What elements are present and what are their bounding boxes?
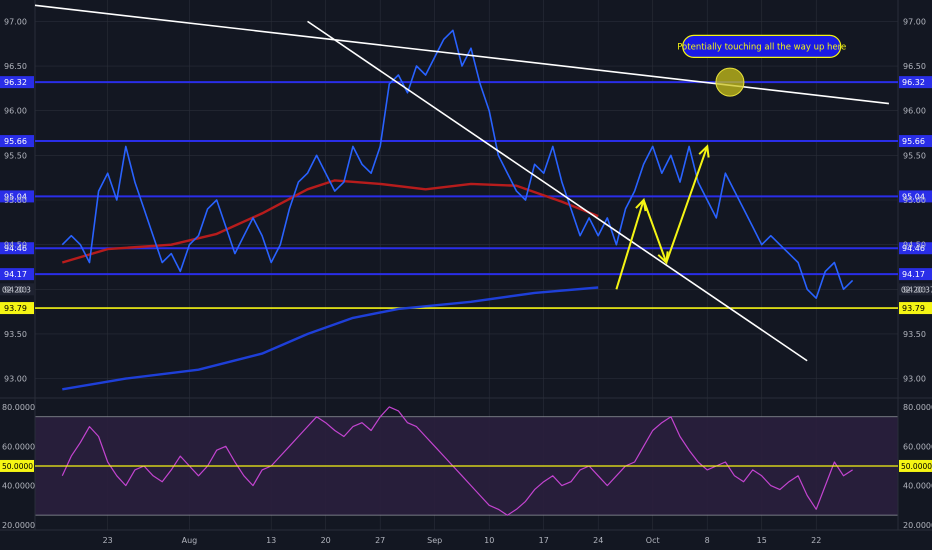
y-tick-label-right: 94.50 [903,241,926,250]
y-tick-label-left: 94.50 [4,241,27,250]
level-label-right: 93.79 [902,304,925,313]
x-tick-label: Sep [427,536,442,545]
last-price-tag-right [899,283,932,296]
trendline [34,4,890,105]
level-tag-right [899,135,932,148]
x-tick-label: Aug [182,536,198,545]
level-label-left: 96.32 [4,78,27,87]
x-tick-label: 24 [593,536,603,545]
level-tag-left [0,76,34,89]
level-label-left: 95.66 [4,137,27,146]
x-tick-label: 17 [539,536,549,545]
y-tick-label-right: 94.00 [903,285,926,294]
x-tick-label: 22 [811,536,821,545]
level-label-right: 94.17 [902,270,925,279]
price-series [61,29,854,300]
x-tick-label: 23 [103,536,113,545]
level-tag-left [0,242,34,255]
annotation-bubble[interactable]: Potentially touching all the way up here [677,34,846,59]
moving-average-blue [62,286,599,391]
level-tag-left [0,302,34,315]
projection-arrow-head [698,144,710,158]
rsi-tick-label-left: 40.0000 [2,482,35,491]
level-label-right: 95.66 [902,137,925,146]
rsi-series [61,406,853,516]
highlight-circle [715,67,745,97]
y-tick-label-left: 96.00 [4,107,27,116]
x-tick-label: 10 [484,536,494,545]
rsi-mid-label-left: 50.0000 [2,462,33,471]
rsi-tick-label-right: 60.0000 [903,442,932,451]
y-tick-label-left: 93.00 [4,375,27,384]
y-tick-label-left: 96.50 [4,62,27,71]
projection-arrow-segment [665,146,709,263]
last-price-label-right: 02:20:37 [901,285,932,294]
level-tag-left [0,268,34,281]
projection-arrows [615,144,710,290]
x-tick-label: 8 [705,536,710,545]
y-tick-label-right: 97.00 [903,17,926,26]
y-tick-label-left: 97.00 [4,17,27,26]
moving-averages [61,179,599,391]
level-tag-right [899,242,932,255]
level-tag-left [0,190,34,203]
last-price-label-left: 02:20:3 [2,285,31,294]
y-tick-label-left: 93.50 [4,330,27,339]
projection-arrow-segment [615,199,645,290]
y-tick-label-right: 96.50 [903,62,926,71]
rsi-tick-label-left: 20.0000 [2,521,35,530]
trendline [307,20,808,362]
y-tick-label-right: 93.50 [903,330,926,339]
x-tick-label: 20 [321,536,331,545]
x-tick-label: 27 [375,536,385,545]
x-tick-label: 13 [266,536,276,545]
level-tag-right [899,268,932,281]
y-tick-label-right: 95.00 [903,196,926,205]
trendlines [34,4,890,362]
level-label-left: 93.79 [4,304,27,313]
y-tick-label-left: 94.00 [4,285,27,294]
level-tag-left [0,135,34,148]
axis-labels: 23 Aug 13 20 27 Sep 10 17 24 Oct 8 15 22 93.00 93.00 93… [0,17,932,545]
rsi-tick-label-left: 80.0000 [2,403,35,412]
rsi-tick-label-right: 40.0000 [903,482,932,491]
annotation-box [682,34,842,59]
y-tick-label-right: 96.00 [903,107,926,116]
level-tag-right [899,302,932,315]
level-label-right: 95.04 [902,192,925,201]
level-tag-right [899,76,932,89]
rsi-line [61,406,853,516]
y-tick-label-right: 95.50 [903,151,926,160]
projection-arrow-segment [642,199,668,263]
y-tick-label-left: 95.50 [4,151,27,160]
rsi-tick-label-left: 60.0000 [2,442,35,451]
last-price-tag-left [0,283,34,296]
rsi-tick-label-right: 80.0000 [903,403,932,412]
level-label-left: 94.17 [4,270,27,279]
level-label-right: 94.46 [902,244,925,253]
y-tick-label-left: 95.00 [4,196,27,205]
rsi-mid-tag-left [0,459,34,472]
level-label-left: 95.04 [4,192,27,201]
moving-average-red [61,179,599,264]
level-label-right: 96.32 [902,78,925,87]
level-tag-right [899,190,932,203]
price-line [61,29,854,300]
x-tick-label: Oct [646,536,660,545]
rsi-mid-tag-right [899,459,932,472]
x-tick-label: 15 [757,536,767,545]
rsi-mid-label-right: 50.0000 [901,462,932,471]
level-label-left: 94.46 [4,244,27,253]
horizontal-levels: 96.32 96.32 95.66 95.66 95.04 95.04 94.46 94.46… [0,76,932,315]
rsi-tick-label-right: 20.0000 [903,521,932,530]
y-tick-label-right: 93.00 [903,375,926,384]
annotation-text: Potentially touching all the way up here [677,42,846,52]
